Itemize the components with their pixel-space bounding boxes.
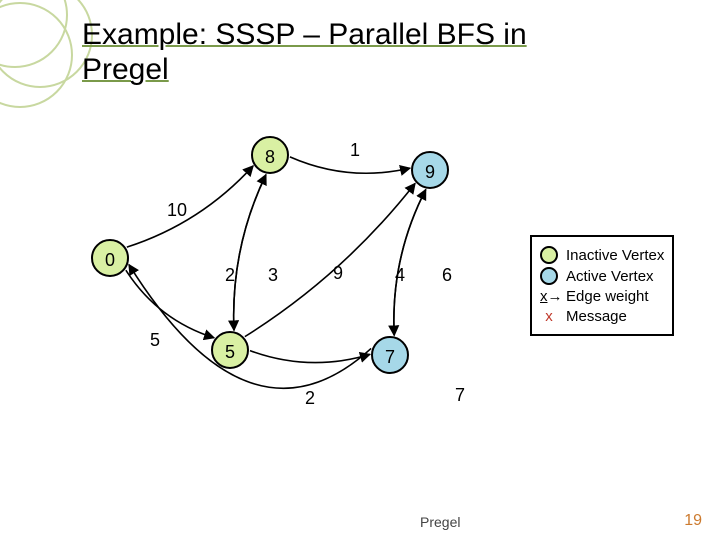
edge-weight-label: 6: [442, 265, 452, 286]
vertex-v1: 8: [251, 136, 289, 174]
legend-message-x: x: [540, 308, 558, 325]
legend-active: Active Vertex: [540, 267, 664, 285]
legend: Inactive Vertex Active Vertex x→ Edge we…: [530, 235, 674, 336]
edge-weight-label: 2: [225, 265, 235, 286]
edge-weight-label: 1: [350, 140, 360, 161]
legend-edge-weight-label: Edge weight: [566, 288, 649, 305]
slide-title: Example: SSSP – Parallel BFS in Pregel: [82, 18, 527, 87]
vertex-v2: 5: [211, 331, 249, 369]
legend-active-label: Active Vertex: [566, 268, 654, 285]
legend-edge-weight-x: x→: [540, 288, 558, 305]
page-number: 19: [684, 512, 702, 530]
legend-message: x Message: [540, 308, 664, 325]
edge-weight-label: 10: [167, 200, 187, 221]
edge-weight-label: 2: [305, 388, 315, 409]
legend-inactive: Inactive Vertex: [540, 246, 664, 264]
edge-weight-label: 9: [333, 263, 343, 284]
vertex-v0: 0: [91, 239, 129, 277]
edge-weight-label: 3: [268, 265, 278, 286]
edge-weight-label: 4: [395, 265, 405, 286]
active-swatch: [540, 267, 558, 285]
inactive-swatch: [540, 246, 558, 264]
vertex-v4: 7: [371, 336, 409, 374]
legend-edge-weight: x→ Edge weight: [540, 288, 664, 305]
edge-weight-label: 7: [455, 385, 465, 406]
footer-center: Pregel: [420, 514, 460, 530]
legend-message-label: Message: [566, 308, 627, 325]
vertex-v3: 9: [411, 151, 449, 189]
edge-weight-label: 5: [150, 330, 160, 351]
legend-inactive-label: Inactive Vertex: [566, 247, 664, 264]
